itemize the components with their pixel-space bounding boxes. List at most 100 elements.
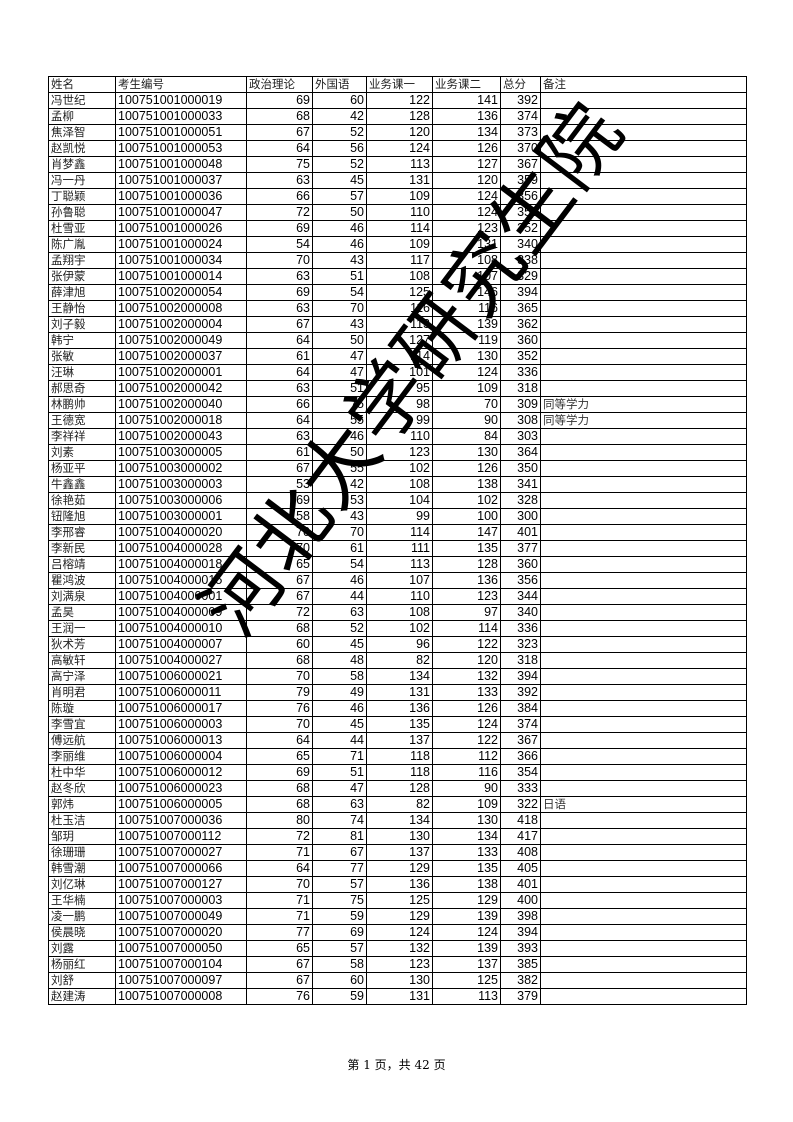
cell-total: 392 — [500, 92, 541, 109]
cell-name: 陈广胤 — [48, 236, 116, 253]
cell-course-one: 96 — [366, 636, 433, 653]
cell-foreign-language: 67 — [312, 844, 367, 861]
table-row: 李祥祥 100751002000043 63 46 110 84 303 — [48, 428, 747, 445]
cell-foreign-language: 74 — [312, 812, 367, 829]
cell-politics: 69 — [246, 492, 313, 509]
cell-course-two: 138 — [432, 476, 501, 493]
cell-course-two: 122 — [432, 732, 501, 749]
cell-exam-id: 100751007000112 — [115, 828, 247, 845]
cell-exam-id: 100751006000011 — [115, 684, 247, 701]
cell-politics: 68 — [246, 620, 313, 637]
table-row: 钮隆旭 100751003000001 58 43 99 100 300 — [48, 508, 747, 525]
cell-foreign-language: 47 — [312, 348, 367, 365]
cell-politics: 67 — [246, 124, 313, 141]
cell-name: 邹玥 — [48, 828, 116, 845]
table-row: 徐艳茹 100751003000006 69 53 104 102 328 — [48, 492, 747, 509]
table-row: 焦泽智 100751001000051 67 52 120 134 373 — [48, 124, 747, 141]
cell-course-two: 127 — [432, 156, 501, 173]
cell-course-one: 123 — [366, 956, 433, 973]
cell-total: 370 — [500, 140, 541, 157]
cell-politics: 70 — [246, 252, 313, 269]
cell-politics: 64 — [246, 732, 313, 749]
cell-exam-id: 100751004000015 — [115, 572, 247, 589]
cell-total: 393 — [500, 940, 541, 957]
cell-total: 308 — [500, 412, 541, 429]
table-row: 张伊蒙 100751001000014 63 51 108 107 329 — [48, 268, 747, 285]
cell-course-one: 113 — [366, 156, 433, 173]
table-row: 牛鑫鑫 100751003000003 53 42 108 138 341 — [48, 476, 747, 493]
cell-name: 刘满泉 — [48, 588, 116, 605]
cell-foreign-language: 46 — [312, 236, 367, 253]
cell-name: 狄术芳 — [48, 636, 116, 653]
cell-exam-id: 100751004000018 — [115, 556, 247, 573]
table-row: 刘满泉 100751004000001 67 44 110 123 344 — [48, 588, 747, 605]
cell-exam-id: 100751006000012 — [115, 764, 247, 781]
cell-course-two: 116 — [432, 764, 501, 781]
cell-politics: 63 — [246, 268, 313, 285]
cell-name: 焦泽智 — [48, 124, 116, 141]
cell-foreign-language: 49 — [312, 684, 367, 701]
cell-total: 340 — [500, 604, 541, 621]
cell-remarks — [540, 636, 747, 653]
cell-politics: 69 — [246, 92, 313, 109]
cell-foreign-language: 46 — [312, 428, 367, 445]
cell-remarks — [540, 764, 747, 781]
cell-course-two: 97 — [432, 604, 501, 621]
cell-name: 傅远航 — [48, 732, 116, 749]
cell-exam-id: 100751004000007 — [115, 636, 247, 653]
table-row: 杨亚平 100751003000002 67 55 102 126 350 — [48, 460, 747, 477]
cell-name: 杨亚平 — [48, 460, 116, 477]
cell-course-one: 125 — [366, 284, 433, 301]
cell-course-one: 114 — [366, 220, 433, 237]
table-row: 赵建涛 100751007000008 76 59 131 113 379 — [48, 988, 747, 1005]
cell-exam-id: 100751007000049 — [115, 908, 247, 925]
cell-course-two: 108 — [432, 252, 501, 269]
cell-course-two: 119 — [432, 332, 501, 349]
table-row: 陈广胤 100751001000024 54 46 109 131 340 — [48, 236, 747, 253]
table-row: 赵冬欣 100751006000023 68 47 128 90 333 — [48, 780, 747, 797]
table-row: 冯一丹 100751001000037 63 45 131 120 359 — [48, 172, 747, 189]
cell-course-one: 136 — [366, 700, 433, 717]
cell-politics: 58 — [246, 508, 313, 525]
cell-course-one: 135 — [366, 716, 433, 733]
cell-foreign-language: 46 — [312, 700, 367, 717]
cell-foreign-language: 54 — [312, 556, 367, 573]
cell-politics: 71 — [246, 844, 313, 861]
cell-politics: 69 — [246, 284, 313, 301]
cell-exam-id: 100751002000001 — [115, 364, 247, 381]
cell-course-one: 116 — [366, 300, 433, 317]
cell-remarks — [540, 220, 747, 237]
cell-course-one: 111 — [366, 540, 433, 557]
cell-politics: 67 — [246, 572, 313, 589]
cell-exam-id: 100751002000043 — [115, 428, 247, 445]
cell-foreign-language: 52 — [312, 620, 367, 637]
cell-course-one: 102 — [366, 620, 433, 637]
table-row: 狄术芳 100751004000007 60 45 96 122 323 — [48, 636, 747, 653]
cell-remarks — [540, 940, 747, 957]
cell-remarks — [540, 444, 747, 461]
cell-exam-id: 100751001000014 — [115, 268, 247, 285]
cell-politics: 67 — [246, 460, 313, 477]
score-table: 姓名 考生编号 政治理论 外国语 业务课一 业务课二 总分 备注 冯世纪 10075100100… — [48, 76, 747, 1005]
cell-exam-id: 100751004000009 — [115, 604, 247, 621]
table-row: 王静怡 100751002000008 63 70 116 116 365 — [48, 300, 747, 317]
cell-course-two: 126 — [432, 140, 501, 157]
cell-course-two: 135 — [432, 860, 501, 877]
cell-remarks — [540, 684, 747, 701]
cell-remarks — [540, 732, 747, 749]
cell-politics: 69 — [246, 220, 313, 237]
table-row: 孙鲁聪 100751001000047 72 50 110 124 356 — [48, 204, 747, 221]
cell-politics: 66 — [246, 396, 313, 413]
cell-course-one: 114 — [366, 524, 433, 541]
cell-foreign-language: 57 — [312, 940, 367, 957]
cell-foreign-language: 47 — [312, 780, 367, 797]
cell-politics: 72 — [246, 828, 313, 845]
cell-remarks — [540, 892, 747, 909]
cell-name: 郭炜 — [48, 796, 116, 813]
cell-total: 418 — [500, 812, 541, 829]
cell-exam-id: 100751001000034 — [115, 252, 247, 269]
header-remarks: 备注 — [540, 76, 747, 93]
cell-exam-id: 100751007000008 — [115, 988, 247, 1005]
cell-total: 379 — [500, 988, 541, 1005]
cell-total: 367 — [500, 732, 541, 749]
